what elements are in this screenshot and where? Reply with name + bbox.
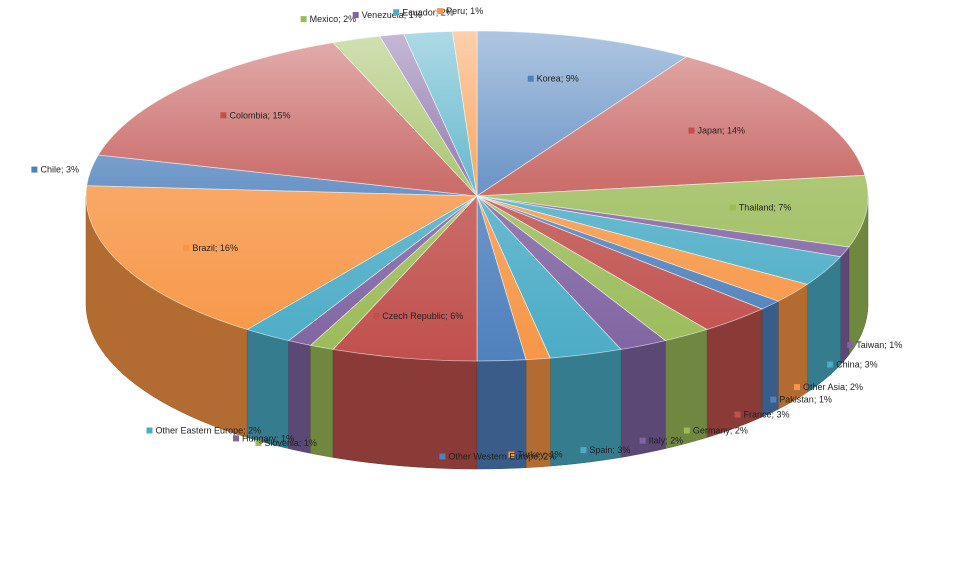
legend-key-turkey xyxy=(508,451,515,458)
data-label-other-western-europe: Other Western Europe; 2% xyxy=(439,452,556,462)
data-label-czech-republic: Czech Republic; 6% xyxy=(373,311,463,321)
data-label-text-japan: Japan; 14% xyxy=(698,126,746,136)
data-label-colombia: Colombia; 15% xyxy=(220,110,291,120)
data-labels: Korea; 9% Japan; 14% Thailand; 7% Taiwan; 1… xyxy=(31,6,902,462)
data-label-text-china: China; 3% xyxy=(836,360,878,370)
data-label-text-germany: Germany; 2% xyxy=(693,426,748,436)
data-label-text-czech-republic: Czech Republic; 6% xyxy=(382,311,463,321)
legend-key-peru xyxy=(437,8,444,15)
data-label-slovenia: Slovenia; 1% xyxy=(255,438,317,448)
data-label-hungary: Hungary; 1% xyxy=(233,433,294,443)
data-label-text-ecuador: Ecuador; 2% xyxy=(402,7,454,17)
data-label-germany: Germany; 2% xyxy=(683,426,748,436)
legend-key-other-western-europe xyxy=(439,453,446,460)
data-label-taiwan: Taiwan; 1% xyxy=(847,340,902,350)
data-label-venezuela: Venezuela; 1% xyxy=(352,10,422,20)
legend-key-korea xyxy=(527,75,534,82)
data-label-france: France; 3% xyxy=(734,410,790,420)
legend-key-hungary xyxy=(233,435,239,442)
data-label-text-other-eastern-europe: Other Eastern Europe; 2% xyxy=(156,426,262,436)
legend-key-china xyxy=(827,361,834,368)
pie-sides xyxy=(85,195,869,470)
data-label-text-turkey: Turkey; 1% xyxy=(517,450,562,460)
legend-key-pakistan xyxy=(770,396,777,403)
data-label-text-hungary: Hungary; 1% xyxy=(242,433,294,443)
legend-key-japan xyxy=(688,127,695,134)
data-label-text-brazil: Brazil; 16% xyxy=(192,243,238,253)
data-label-peru: Peru; 1% xyxy=(437,6,483,16)
data-label-italy: Italy; 2% xyxy=(639,436,684,446)
legend-key-thailand xyxy=(729,204,736,211)
legend-key-germany xyxy=(683,427,690,434)
data-label-ecuador: Ecuador; 2% xyxy=(393,7,454,17)
data-label-other-eastern-europe: Other Eastern Europe; 2% xyxy=(146,426,262,436)
data-label-text-venezuela: Venezuela; 1% xyxy=(362,10,422,20)
data-label-text-peru: Peru; 1% xyxy=(446,6,483,16)
legend-key-taiwan xyxy=(847,342,854,348)
data-label-chile: Chile; 3% xyxy=(31,165,79,175)
legend-key-france xyxy=(734,411,741,418)
data-label-japan: Japan; 14% xyxy=(688,126,746,136)
legend-key-brazil xyxy=(183,245,190,251)
data-label-text-france: France; 3% xyxy=(744,410,790,420)
legend-key-slovenia xyxy=(255,439,262,446)
data-label-text-chile: Chile; 3% xyxy=(40,165,79,175)
data-label-text-mexico: Mexico; 2% xyxy=(310,14,357,24)
data-label-text-slovenia: Slovenia; 1% xyxy=(264,438,317,448)
data-label-mexico: Mexico; 2% xyxy=(300,14,357,24)
legend-key-venezuela xyxy=(352,12,359,18)
data-label-thailand: Thailand; 7% xyxy=(729,203,792,213)
data-label-brazil: Brazil; 16% xyxy=(183,243,238,253)
legend-key-ecuador xyxy=(393,9,400,16)
data-label-text-italy: Italy; 2% xyxy=(649,436,684,446)
legend-key-mexico xyxy=(300,16,307,23)
data-label-text-other-western-europe: Other Western Europe; 2% xyxy=(448,452,556,462)
legend-key-czech-republic xyxy=(373,312,380,319)
data-label-text-thailand: Thailand; 7% xyxy=(739,203,792,213)
data-label-other-asia: Other Asia; 2% xyxy=(794,382,863,392)
legend-key-spain xyxy=(580,447,587,454)
legend-key-italy xyxy=(639,437,646,444)
data-label-turkey: Turkey; 1% xyxy=(508,450,563,460)
data-label-text-taiwan: Taiwan; 1% xyxy=(856,340,902,350)
legend-key-colombia xyxy=(220,112,227,119)
data-label-text-pakistan: Pakistan; 1% xyxy=(779,395,832,405)
legend-key-other-asia xyxy=(794,384,800,391)
data-label-text-other-asia: Other Asia; 2% xyxy=(803,382,863,392)
data-label-text-korea: Korea; 9% xyxy=(537,74,579,84)
data-label-spain: Spain; 3% xyxy=(580,445,630,455)
pie-gloss xyxy=(86,31,868,361)
pie-shine xyxy=(86,31,868,361)
data-label-text-spain: Spain; 3% xyxy=(589,445,630,455)
data-label-text-colombia: Colombia; 15% xyxy=(229,110,290,120)
data-label-china: China; 3% xyxy=(827,360,878,370)
legend-key-other-eastern-europe xyxy=(146,427,153,434)
data-label-korea: Korea; 9% xyxy=(527,74,579,84)
legend-key-chile xyxy=(31,166,38,173)
data-label-pakistan: Pakistan; 1% xyxy=(770,395,832,405)
